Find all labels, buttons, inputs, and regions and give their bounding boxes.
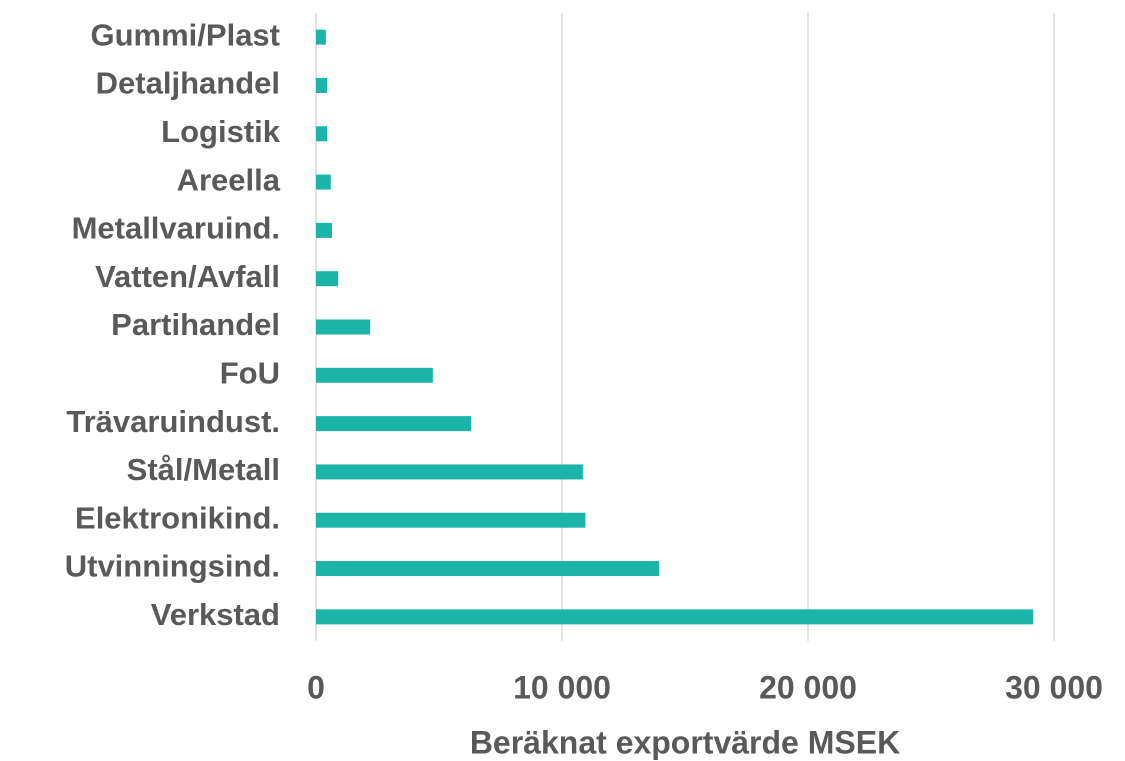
- bar: [316, 77, 328, 93]
- y-tick-label: Verkstad: [151, 597, 280, 632]
- bar: [316, 512, 586, 528]
- y-tick-label: Metallvaruind.: [72, 211, 280, 246]
- bar: [316, 416, 471, 432]
- x-tick-label: 10 000: [513, 669, 611, 705]
- bar: [316, 319, 371, 335]
- y-tick-label: Logistik: [161, 114, 281, 149]
- bar: [316, 29, 326, 45]
- y-tick-label: Stål/Metall: [127, 452, 280, 487]
- y-tick-label: Trävaruindust.: [66, 404, 280, 439]
- bar: [316, 174, 331, 190]
- x-tick-label: 0: [307, 669, 325, 705]
- y-tick-label: Areella: [177, 162, 281, 197]
- bar: [316, 561, 660, 577]
- bar: [316, 222, 332, 238]
- y-tick-label: FoU: [220, 355, 280, 390]
- y-tick-label: Utvinningsind.: [65, 549, 280, 584]
- bar: [316, 271, 339, 287]
- y-tick-label: Partihandel: [111, 307, 280, 342]
- bar: [316, 464, 583, 480]
- bar: [316, 609, 1034, 625]
- x-tick-label: 20 000: [759, 669, 857, 705]
- x-tick-label: 30 000: [1005, 669, 1103, 705]
- x-axis-title: Beräknat exportvärde MSEK: [470, 724, 900, 760]
- y-tick-label: Gummi/Plast: [91, 17, 281, 52]
- bar: [316, 367, 433, 383]
- y-tick-label: Detaljhandel: [96, 66, 280, 101]
- y-tick-label: Vatten/Avfall: [95, 259, 280, 294]
- bar: [316, 126, 328, 142]
- y-tick-label: Elektronikind.: [75, 500, 280, 535]
